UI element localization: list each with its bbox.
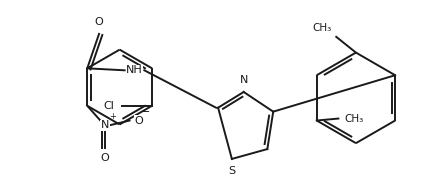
Text: N: N [101,120,109,130]
Text: O: O [95,17,103,27]
Text: CH₃: CH₃ [312,23,332,33]
Text: N: N [240,75,248,85]
Text: +: + [109,112,116,121]
Text: NH: NH [126,65,143,75]
Text: O: O [134,116,143,125]
Text: O: O [101,153,109,163]
Text: Cl: Cl [104,101,115,111]
Text: S: S [228,166,236,176]
Text: CH₃: CH₃ [344,114,363,123]
Text: −: − [140,107,150,117]
